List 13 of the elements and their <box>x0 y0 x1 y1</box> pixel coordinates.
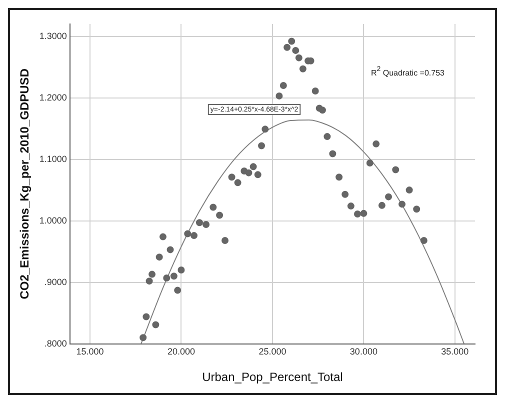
y-tick-label: 1.3000 <box>39 30 67 41</box>
x-tick-label: 35.000 <box>441 346 469 357</box>
x-tick-label: 15.000 <box>76 346 104 357</box>
x-tick-label: 20.000 <box>167 346 195 357</box>
x-tick-label: 25.000 <box>258 346 286 357</box>
y-axis-title: CO2_Emissions_Kg_per_2010_GDPUSD <box>18 68 32 300</box>
y-tick-label: 1.1000 <box>39 154 67 164</box>
x-axis-title: Urban_Pop_Percent_Total <box>202 370 343 384</box>
y-tick-label: 1.0000 <box>39 215 67 226</box>
y-tick-label: .8000 <box>44 338 67 348</box>
x-tick-label: 30.000 <box>350 346 378 357</box>
y-tick-label: 1.2000 <box>39 92 67 102</box>
y-tick-label: .9000 <box>44 276 67 287</box>
